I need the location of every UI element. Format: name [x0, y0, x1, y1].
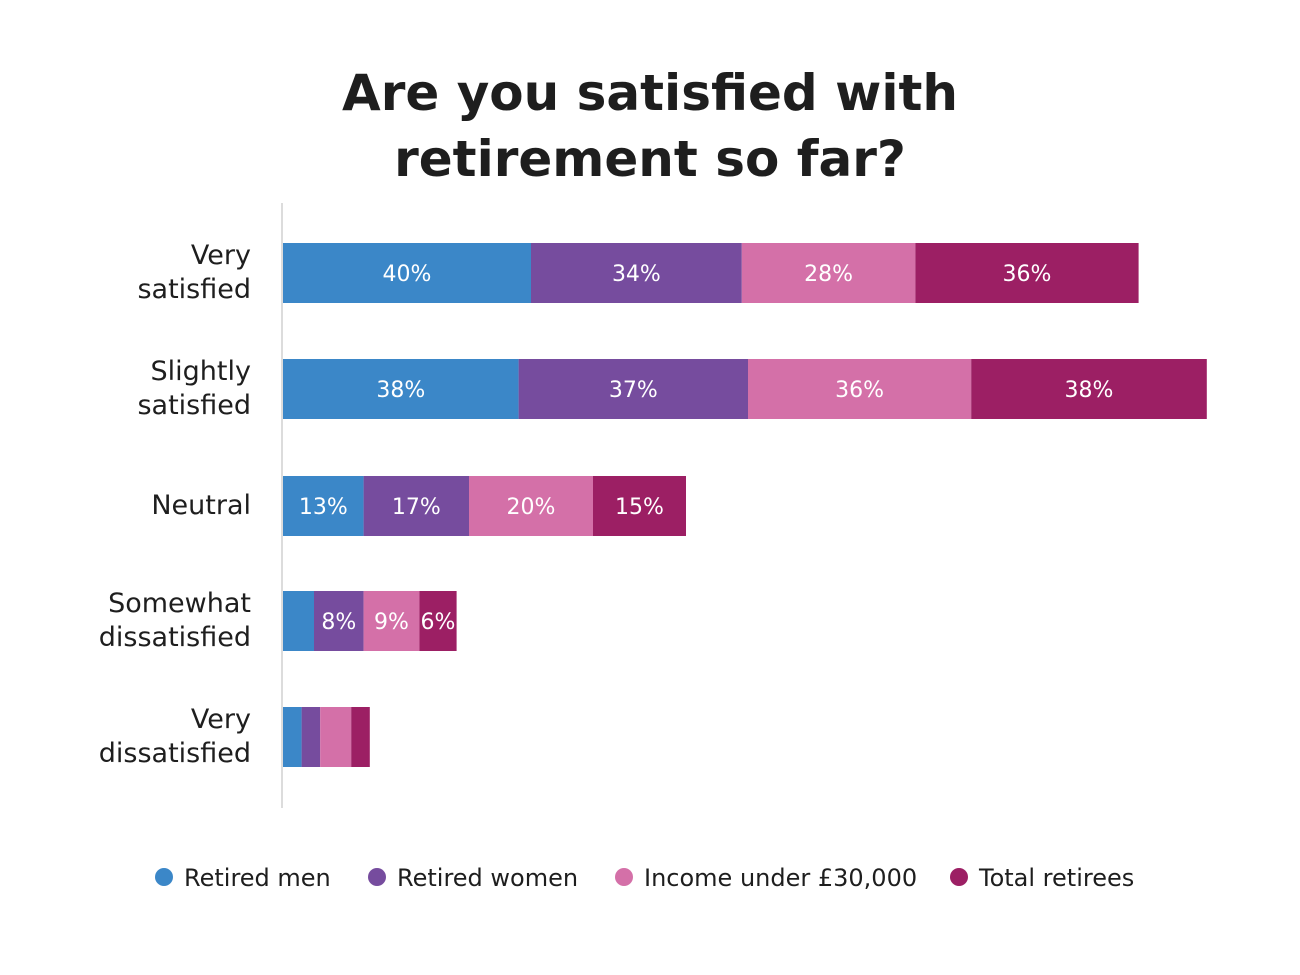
bar-segment-4-2 [314, 591, 364, 651]
bar-value-label: 37% [609, 378, 658, 403]
bar-value-label: 6% [421, 610, 456, 635]
bar-segment-1-3 [741, 243, 916, 303]
bar-segment-3-2 [363, 476, 469, 536]
bar-segment-5-1 [283, 707, 302, 767]
bar-value-label: 8% [321, 610, 356, 635]
legend-swatch-2 [368, 868, 386, 886]
chart-title-line-2: retirement so far? [394, 130, 906, 188]
category-label: dissatisfied [99, 738, 251, 769]
bar-segment-1-2 [531, 243, 742, 303]
bar-segment-4-1 [283, 591, 314, 651]
legend-swatch-3 [615, 868, 633, 886]
bar-value-label: 36% [1003, 262, 1052, 287]
category-labels-group: VerysatisfiedSlightlysatisfiedNeutralSom… [99, 240, 251, 769]
category-label: satisfied [137, 390, 251, 421]
bar-value-label: 13% [299, 495, 348, 520]
category-label: Neutral [151, 490, 251, 521]
bar-segment-3-1 [283, 476, 364, 536]
legend-swatch-4 [950, 868, 968, 886]
bar-value-label: 17% [392, 495, 441, 520]
category-label: Very [191, 240, 251, 271]
category-label: Slightly [151, 356, 251, 387]
legend-label-1: Retired men [184, 864, 331, 892]
bar-segment-4-3 [363, 591, 420, 651]
bar-segment-1-4 [915, 243, 1139, 303]
bar-value-label: 28% [804, 262, 853, 287]
bar-value-label: 40% [383, 262, 432, 287]
legend-swatch-1 [155, 868, 173, 886]
bar-segment-3-4 [593, 476, 686, 536]
legend-label-4: Total retirees [978, 864, 1134, 892]
bar-segment-3-3 [469, 476, 593, 536]
bar-segment-5-3 [320, 707, 352, 767]
legend-label-2: Retired women [397, 864, 578, 892]
bar-segment-1-1 [283, 243, 531, 303]
bar-value-label: 38% [376, 378, 425, 403]
legend: Retired men Retired women Income under £30… [155, 864, 1134, 892]
bar-segment-5-4 [351, 707, 370, 767]
category-label: Very [191, 704, 251, 735]
bars-group: 40% 34% 28% 36% 38% 37% 36% 38% 13% 17% 20% 15% 8% 9%… [283, 243, 1207, 767]
bar-segment-2-2 [518, 359, 748, 419]
bar-value-label: 34% [612, 262, 661, 287]
bar-segment-2-3 [748, 359, 972, 419]
bar-segment-2-1 [283, 359, 519, 419]
bar-value-label: 38% [1065, 378, 1114, 403]
category-label: Somewhat [108, 588, 251, 619]
bar-segment-5-2 [301, 707, 321, 767]
chart-title-line-1: Are you satisfied with [342, 64, 958, 122]
bar-value-label: 36% [835, 378, 884, 403]
legend-label-3: Income under £30,000 [644, 864, 917, 892]
category-label: satisfied [137, 274, 251, 305]
category-label: dissatisfied [99, 622, 251, 653]
bar-segment-2-4 [971, 359, 1207, 419]
bar-value-label: 20% [507, 495, 556, 520]
bar-value-label: 9% [374, 610, 409, 635]
bar-value-label: 15% [615, 495, 664, 520]
bar-segment-4-4 [419, 591, 457, 651]
